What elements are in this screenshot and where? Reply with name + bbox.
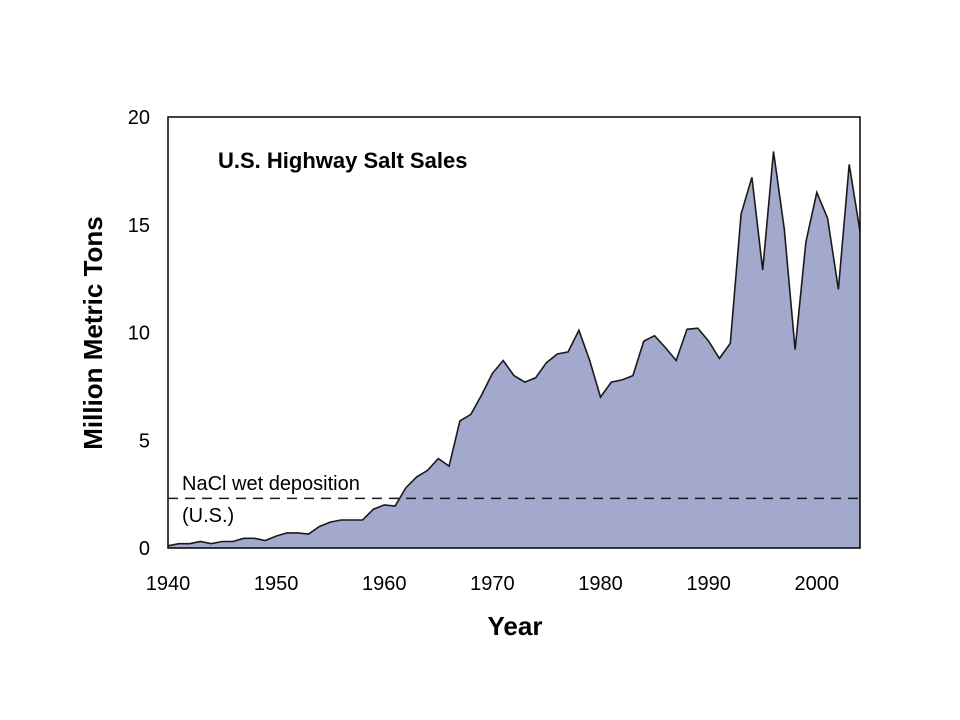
- reference-label-line2: (U.S.): [182, 505, 234, 527]
- x-axis-ticks: 1940 1950 1960 1970 1980 1990 2000: [146, 573, 839, 595]
- x-tick-label-1970: 1970: [470, 573, 515, 595]
- x-axis-title: Year: [488, 611, 543, 641]
- salt-sales-line: [167, 151, 861, 547]
- y-tick-label-0: 0: [139, 538, 150, 560]
- x-tick-label-1990: 1990: [686, 573, 731, 595]
- y-tick-label-5: 5: [139, 430, 150, 452]
- x-tick-label-1940: 1940: [146, 573, 191, 595]
- x-tick-label-1960: 1960: [362, 573, 407, 595]
- x-tick-label-2000: 2000: [795, 573, 840, 595]
- salt-sales-area: [168, 151, 860, 548]
- x-tick-label-1980: 1980: [578, 573, 623, 595]
- y-tick-label-20: 20: [128, 107, 150, 129]
- plot-area: [167, 116, 861, 549]
- y-tick-label-10: 10: [128, 323, 150, 345]
- y-tick-label-15: 15: [128, 215, 150, 237]
- chart-title: U.S. Highway Salt Sales: [218, 148, 467, 173]
- x-tick-label-1950: 1950: [254, 573, 299, 595]
- y-axis-ticks: 0 5 10 15 20: [128, 107, 150, 560]
- reference-label-line1: NaCl wet deposition: [182, 473, 360, 495]
- y-axis-title: Million Metric Tons: [78, 216, 108, 450]
- plot-frame: [167, 116, 861, 549]
